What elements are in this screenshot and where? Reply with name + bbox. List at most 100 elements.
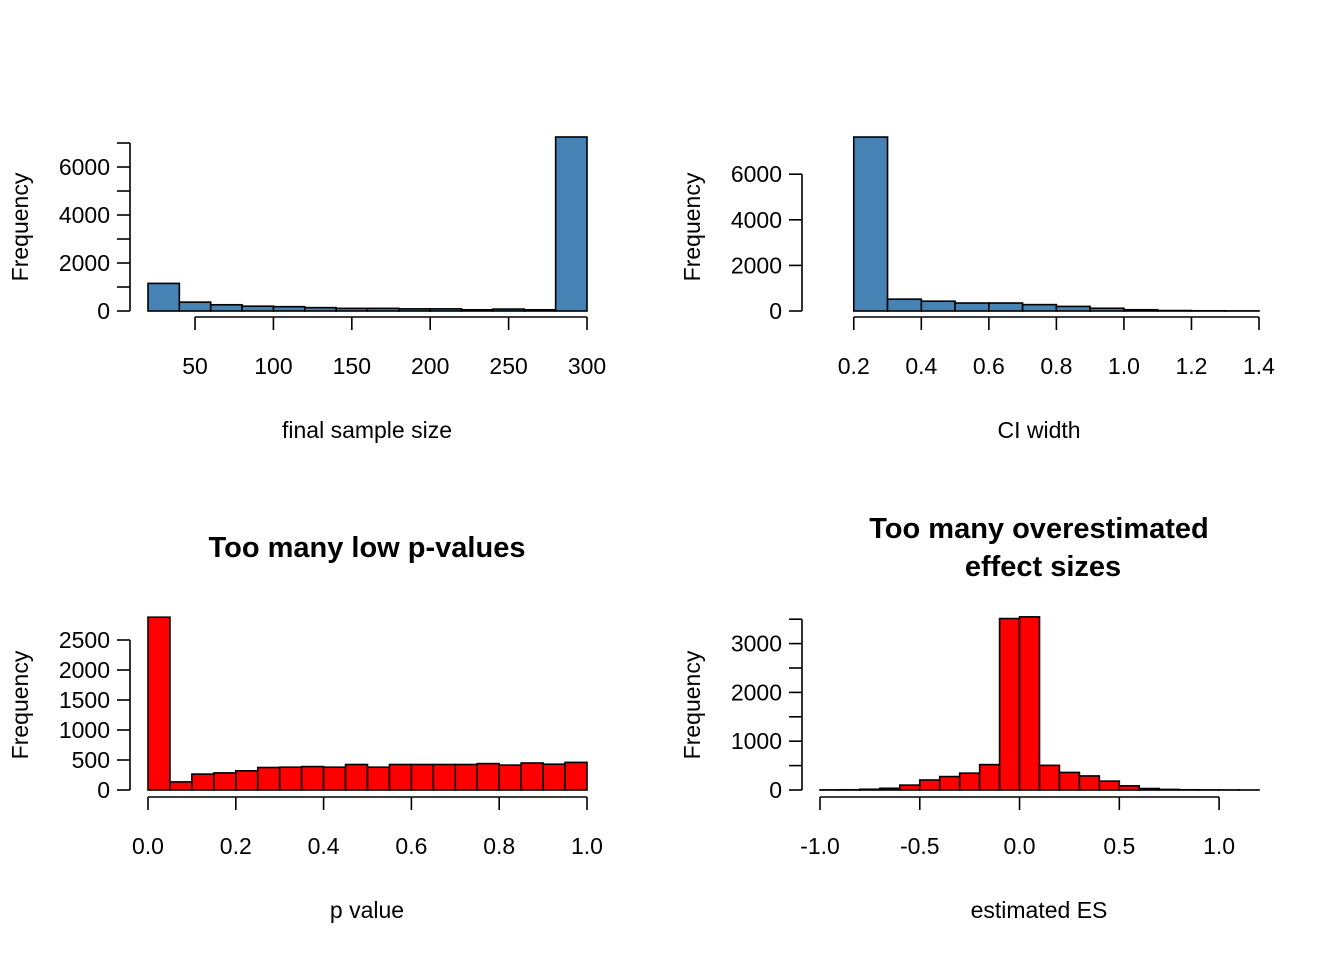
- histogram-bar: [147, 282, 181, 312]
- x-tick-label: 1.0: [1108, 353, 1140, 379]
- histogram-bar: [209, 303, 243, 312]
- y-tick-label: 3000: [731, 631, 782, 657]
- bars: [819, 616, 1260, 791]
- x-tick-label: 0.2: [220, 833, 252, 859]
- panel-final-sample-size: 0 2000 4000 6000 50 100 150 200 250 300 final sa…: [7, 136, 606, 443]
- histogram-bar: [564, 761, 588, 791]
- histogram-bar: [899, 784, 921, 791]
- y-tick-label: 2000: [59, 250, 110, 276]
- x-axis: -1.0 -0.5 0.0 0.5 1.0: [800, 796, 1235, 859]
- histogram-bar: [366, 307, 400, 312]
- histogram-bar: [303, 306, 337, 312]
- histogram-bar: [460, 308, 494, 312]
- histogram-bar: [1038, 764, 1061, 791]
- histogram-bar: [1098, 780, 1121, 791]
- y-axis-title: Frequency: [679, 650, 705, 759]
- chart-title-line-2: effect sizes: [965, 551, 1121, 583]
- y-tick-label: 4000: [731, 207, 782, 233]
- y-axis: 0 2000 4000 6000: [731, 161, 803, 324]
- histogram-bar: [879, 787, 901, 791]
- panel-p-value: Too many low p-values 0 500 1000 1500 2000 25…: [7, 532, 603, 923]
- y-tick-label: 2000: [731, 252, 782, 278]
- x-tick-label: 0.4: [308, 833, 340, 859]
- x-tick-label: 1.2: [1175, 353, 1207, 379]
- histogram-bar: [476, 762, 501, 791]
- x-tick-label: 0.8: [1040, 353, 1072, 379]
- y-tick-label: 1000: [731, 728, 782, 754]
- histogram-bar: [278, 766, 303, 791]
- histogram-bar: [272, 305, 306, 312]
- y-tick-label: 6000: [59, 154, 110, 180]
- histogram-bar: [398, 308, 432, 312]
- x-tick-label: -1.0: [800, 833, 840, 859]
- x-tick-label: 1.4: [1243, 353, 1275, 379]
- y-axis: 0 500 1000 1500 2000 2500: [59, 627, 131, 803]
- x-tick-label: 0.6: [973, 353, 1005, 379]
- y-axis-title: Frequency: [679, 172, 705, 281]
- x-axis: 50 100 150 200 250 300: [182, 316, 606, 379]
- histogram-bar: [344, 763, 369, 791]
- histogram-bar: [978, 763, 1001, 791]
- x-tick-label: 0.4: [905, 353, 937, 379]
- histogram-bar: [429, 308, 463, 312]
- y-tick-label: 0: [97, 777, 110, 803]
- x-tick-label: 200: [411, 353, 449, 379]
- histogram-bar: [1018, 616, 1041, 791]
- x-axis-title: final sample size: [282, 417, 452, 443]
- histogram-bar: [1138, 787, 1161, 791]
- histogram-bar: [1058, 771, 1081, 791]
- histogram-bar: [335, 307, 369, 312]
- y-tick-label: 1500: [59, 687, 110, 713]
- histogram-bar: [542, 763, 566, 791]
- chart-title: Too many low p-values: [209, 532, 526, 564]
- histogram-bar: [1123, 308, 1159, 312]
- y-tick-label: 2000: [59, 657, 110, 683]
- y-tick-label: 4000: [59, 202, 110, 228]
- y-tick-label: 0: [769, 777, 782, 803]
- histogram-bar: [954, 302, 990, 312]
- histogram-bar: [1118, 785, 1141, 791]
- histogram-bar: [852, 136, 889, 312]
- x-tick-label: 0.6: [395, 833, 427, 859]
- histogram-bar: [388, 763, 413, 791]
- y-tick-label: 0: [769, 298, 782, 324]
- histogram-bar: [213, 772, 237, 791]
- y-axis: 0 1000 2000 3000: [731, 618, 803, 803]
- panel-ci-width: 0 2000 4000 6000 0.2 0.4 0.6 0.8 1.0 1.2 1.4 CI w…: [679, 136, 1275, 443]
- x-axis-title: CI width: [997, 417, 1080, 443]
- histogram-bar: [492, 308, 526, 312]
- histogram-bar: [366, 766, 391, 791]
- x-tick-label: 150: [333, 353, 371, 379]
- x-axis-title: p value: [330, 897, 404, 923]
- histogram-bar: [520, 762, 544, 791]
- x-tick-label: 1.0: [571, 833, 603, 859]
- histogram-bar: [523, 308, 557, 312]
- histogram-bar: [920, 300, 956, 312]
- x-axis: 0.0 0.2 0.4 0.6 0.8 1.0: [132, 796, 603, 859]
- histogram-bar: [938, 775, 961, 791]
- x-tick-label: 100: [254, 353, 292, 379]
- histogram-bar: [147, 616, 171, 791]
- y-axis: 0 2000 4000 6000: [59, 142, 131, 324]
- x-tick-label: 0.0: [132, 833, 164, 859]
- histogram-bar: [988, 302, 1024, 312]
- panel-estimated-es: Too many overestimated effect sizes 0 100…: [679, 513, 1260, 923]
- bars: [147, 616, 588, 791]
- histogram-bar: [235, 769, 259, 791]
- x-tick-label: -0.5: [900, 833, 940, 859]
- histogram-bar: [918, 779, 941, 791]
- chart-title-line-1: Too many overestimated: [869, 513, 1209, 545]
- x-tick-label: 50: [182, 353, 208, 379]
- y-tick-label: 2500: [59, 627, 110, 653]
- y-tick-label: 1000: [59, 717, 110, 743]
- x-tick-label: 300: [568, 353, 606, 379]
- histogram-bar: [241, 305, 275, 312]
- histogram-bar: [1021, 303, 1058, 312]
- histogram-bar: [1089, 307, 1125, 312]
- histogram-bar: [554, 136, 588, 312]
- histogram-bar: [191, 773, 215, 791]
- bars: [147, 136, 588, 312]
- y-tick-label: 500: [72, 747, 110, 773]
- y-tick-label: 0: [97, 298, 110, 324]
- y-axis-title: Frequency: [7, 650, 33, 759]
